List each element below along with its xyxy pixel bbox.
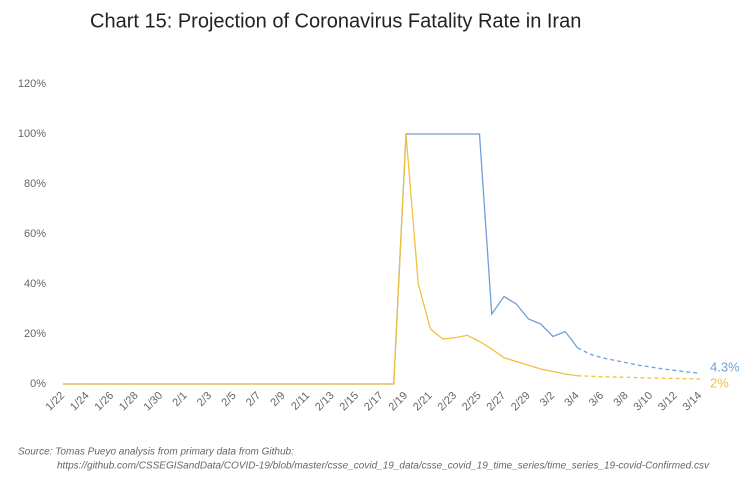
y-tick-label: 60% [24, 228, 46, 240]
y-tick-label: 100% [18, 128, 46, 140]
series-line [577, 347, 701, 374]
x-tick-label: 3/10 [632, 390, 656, 414]
y-tick-label: 0% [30, 378, 46, 390]
x-tick-label: 3/8 [611, 390, 630, 409]
x-tick-label: 2/27 [485, 390, 509, 414]
x-tick-label: 2/13 [313, 390, 337, 414]
x-tick-label: 2/9 [268, 390, 287, 409]
series-line [577, 375, 701, 380]
x-tick-label: 3/2 [538, 390, 557, 409]
x-tick-label: 2/17 [362, 390, 386, 414]
x-tick-label: 2/19 [387, 390, 411, 414]
y-tick-label: 120% [18, 78, 46, 90]
x-tick-label: 2/7 [244, 390, 263, 409]
end-label: 4.3% [710, 360, 740, 375]
series-line [63, 133, 579, 385]
y-tick-label: 20% [24, 328, 46, 340]
chart-title: Chart 15: Projection of Coronavirus Fata… [90, 10, 581, 32]
series-line [63, 133, 578, 385]
x-tick-label: 2/1 [170, 390, 189, 409]
x-tick-label: 2/15 [338, 390, 362, 414]
x-tick-label: 1/30 [142, 390, 166, 414]
end-label: 2% [710, 375, 729, 390]
x-tick-label: 2/29 [509, 390, 533, 414]
x-tick-label: 3/14 [681, 390, 705, 414]
source: Source: Tomas Pueyo analysis from primar… [18, 447, 294, 458]
y-tick-label: 80% [24, 178, 46, 190]
x-tick-label: 2/25 [460, 390, 484, 414]
x-tick-label: 3/6 [587, 390, 606, 409]
x-tick-label: 1/28 [117, 390, 141, 414]
x-tick-label: 2/11 [289, 390, 312, 413]
x-tick-label: 2/23 [436, 390, 460, 414]
x-tick-label: 2/3 [195, 390, 214, 409]
y-tick-label: 40% [24, 278, 46, 290]
x-tick-label: 1/26 [93, 390, 117, 414]
x-tick-label: 1/24 [68, 390, 92, 414]
source: https://github.com/CSSEGISandData/COVID-… [57, 461, 710, 472]
x-tick-label: 2/5 [219, 390, 238, 409]
x-tick-label: 3/4 [562, 390, 581, 409]
x-tick-label: 1/22 [44, 390, 68, 414]
x-tick-label: 2/21 [411, 390, 435, 414]
x-tick-label: 3/12 [656, 390, 680, 414]
